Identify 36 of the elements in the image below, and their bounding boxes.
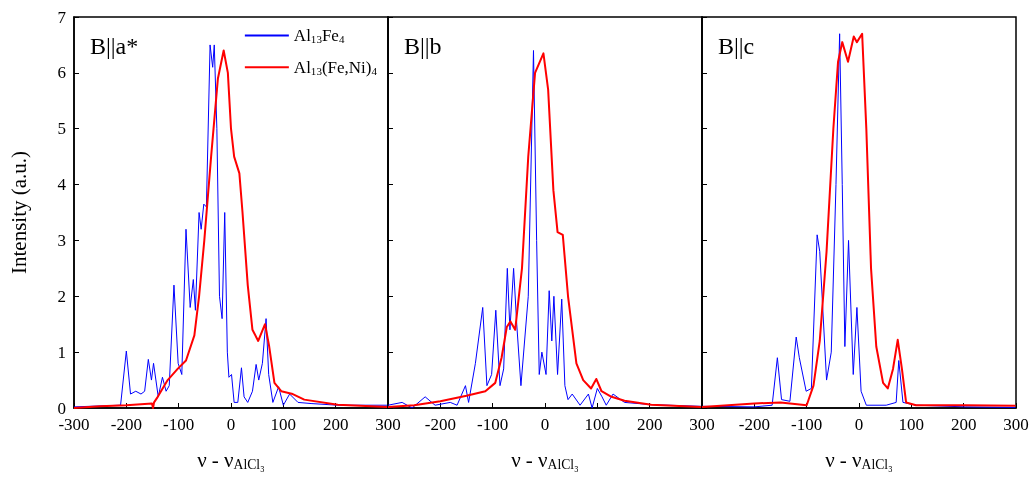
x-tick-label: 200 [322,415,349,434]
y-tick-label: 1 [57,342,66,362]
y-tick-label: 6 [57,63,66,83]
x-axis-title: ν - νAlCl₃ [197,447,266,472]
x-tick-label: 300 [689,415,715,434]
legend-label: Al13Fe4 [293,26,345,46]
annotation: B||a* [90,33,139,59]
x-tick-label: 100 [584,415,611,434]
y-tick-label: 0 [57,398,66,418]
annotation: B||c [718,33,755,59]
y-tick-label: 4 [57,175,67,195]
x-tick-label: -200 [110,415,142,434]
x-tick-label: -200 [424,415,456,434]
x-tick-label: -300 [58,415,90,434]
x-tick-label: 300 [1003,415,1029,434]
y-axis-title: Intensity (a.u.) [6,150,31,275]
y-tick-label: 3 [57,230,66,250]
y-tick-label: 5 [57,119,66,139]
y-tick-label: 2 [57,286,66,306]
x-tick-label: 0 [854,415,864,434]
legend-label: Al13(Fe,Ni)4 [293,57,378,78]
y-tick-label: 7 [57,7,67,27]
annotation: B||b [404,33,442,59]
x-tick-label: 100 [270,415,297,434]
x-axis-title: ν - νAlCl₃ [825,447,894,472]
x-tick-label: 300 [375,415,401,434]
x-tick-label: 0 [540,415,550,434]
x-tick-label: -100 [163,415,195,434]
x-tick-label: -100 [477,415,509,434]
x-tick-label: -200 [738,415,770,434]
x-tick-label: 100 [898,415,925,434]
x-tick-label: -100 [791,415,823,434]
x-axis-title: ν - νAlCl₃ [511,447,580,472]
x-tick-label: 200 [636,415,663,434]
x-tick-label: 0 [226,415,236,434]
x-tick-label: 200 [950,415,977,434]
